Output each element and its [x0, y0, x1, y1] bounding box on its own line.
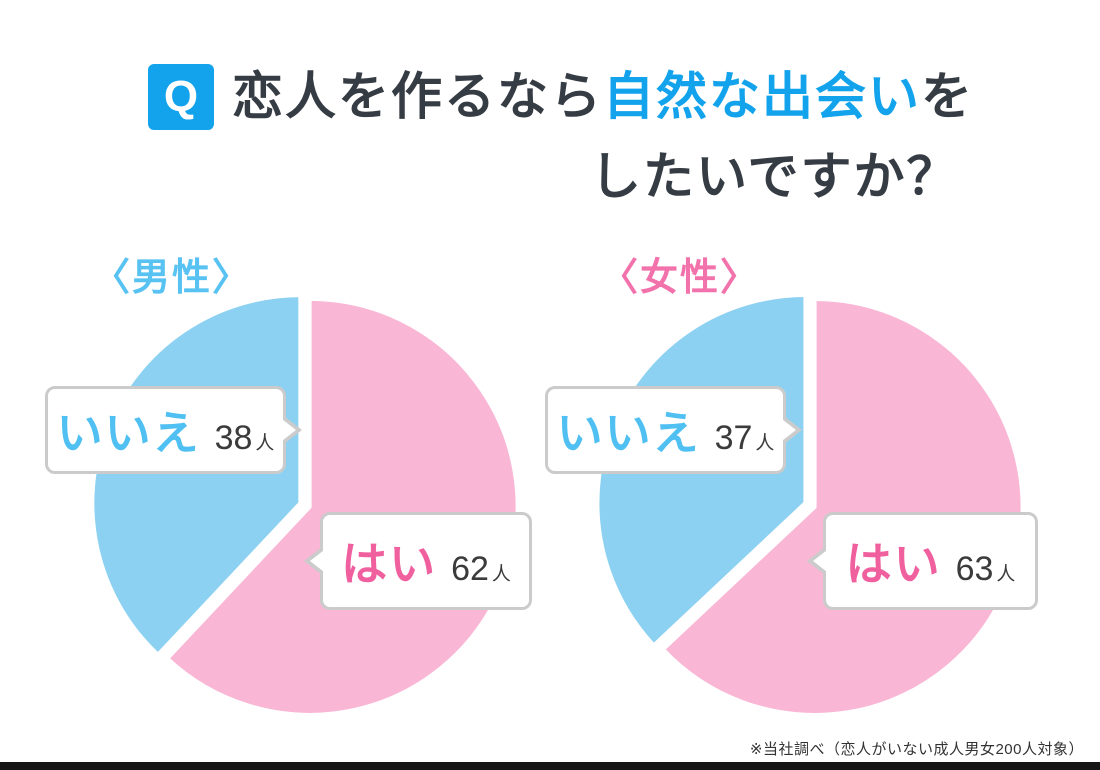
- callout-content: いいえ 38 人: [57, 397, 275, 463]
- title-line2: したいですか？: [590, 148, 960, 205]
- answer-count-wrap: 38 人: [215, 419, 275, 458]
- answer-count: 63: [955, 550, 994, 588]
- answer-count: 38: [214, 419, 253, 457]
- callout-content: はい 63 人: [846, 528, 1016, 594]
- answer-unit: 人: [255, 433, 275, 454]
- answer-unit: 人: [996, 564, 1016, 585]
- callout-no-female: いいえ 37 人: [545, 386, 802, 474]
- group-label-male: 〈男性〉: [92, 257, 253, 299]
- title-row: Q 恋人を作るなら自然な出会いを: [148, 64, 974, 130]
- callout-content: はい 62 人: [341, 528, 511, 594]
- callout-no-male: いいえ 38 人: [45, 386, 302, 474]
- title-line1: 恋人を作るなら自然な出会いを: [232, 68, 974, 127]
- answer-label-yes: はい: [341, 538, 438, 590]
- callout-content: いいえ 37 人: [557, 397, 775, 463]
- answer-count-wrap: 63 人: [956, 550, 1016, 589]
- answer-count-wrap: 62 人: [451, 550, 511, 589]
- title-block: Q 恋人を作るなら自然な出会いを したいですか？: [148, 64, 974, 207]
- title-text-post: を: [921, 67, 975, 125]
- survey-footnote: ※当社調べ（恋人がいない成人男女200人対象）: [749, 741, 1084, 758]
- answer-count: 37: [714, 419, 753, 457]
- answer-label-no: いいえ: [556, 407, 701, 459]
- callout-yes-male: はい 62 人: [304, 512, 532, 610]
- answer-label-no: いいえ: [56, 407, 201, 459]
- group-label-female: 〈女性〉: [600, 257, 761, 299]
- answer-count-wrap: 37 人: [715, 419, 775, 458]
- title-highlight: 自然な出会い: [603, 67, 922, 125]
- pie-chart-male: [90, 293, 520, 717]
- title-text-pre: 恋人を作るなら: [232, 67, 604, 125]
- q-badge: Q: [148, 64, 214, 130]
- answer-unit: 人: [491, 564, 511, 585]
- pie-chart-female: [595, 293, 1025, 717]
- answer-count: 62: [451, 550, 489, 588]
- answer-unit: 人: [755, 433, 775, 454]
- callout-yes-female: はい 63 人: [807, 512, 1038, 610]
- bottom-bar: [0, 762, 1100, 770]
- answer-label-yes: はい: [845, 538, 942, 590]
